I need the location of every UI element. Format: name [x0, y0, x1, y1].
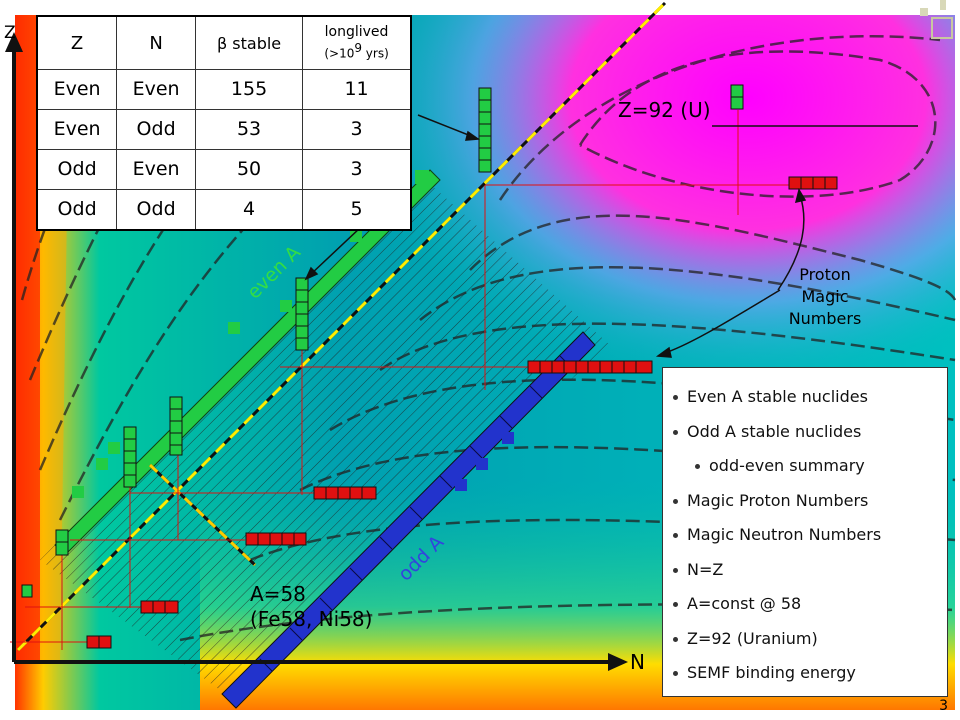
- longlived-threshold-prefix: (>10: [324, 46, 355, 61]
- bullet-icon: [673, 636, 678, 642]
- a58-label: A=58 (Fe58, Ni58): [250, 582, 372, 632]
- table-cell-z: Even: [36, 69, 118, 110]
- table-cell-n: Even: [116, 148, 197, 190]
- table-header-n: N: [116, 15, 197, 70]
- z-axis-label: Z: [4, 23, 16, 43]
- table-header-row: Z N β stable longlived (>109 yrs): [36, 15, 412, 70]
- table-row: Odd Odd 4 5: [36, 188, 412, 231]
- guide-lines: [10, 110, 790, 650]
- menu-item-magic-neutron[interactable]: Magic Neutron Numbers: [673, 518, 947, 553]
- menu-item-label: Magic Proton Numbers: [687, 490, 869, 510]
- a58-label-line1: A=58: [250, 582, 306, 606]
- menu-item-uranium[interactable]: Z=92 (Uranium): [673, 622, 947, 657]
- menu-item-semf[interactable]: SEMF binding energy: [673, 656, 947, 691]
- bullet-icon: [673, 533, 678, 538]
- table-cell-stable: 4: [195, 188, 304, 231]
- longlived-label: longlived: [324, 24, 389, 41]
- table-cell-stable: 155: [195, 69, 304, 110]
- bullet-icon: [695, 464, 700, 469]
- nz-line: [16, 1, 667, 652]
- table-row: Even Even 155 11: [36, 69, 412, 110]
- menu-item-odd-a[interactable]: Odd A stable nuclides: [673, 415, 947, 450]
- menu-item-label: odd-even summary: [709, 456, 865, 475]
- axes: [5, 32, 628, 671]
- menu-item-label: A=const @ 58: [687, 594, 802, 613]
- odd-even-summary-table: Z N β stable longlived (>109 yrs) Even Ev…: [36, 15, 412, 231]
- menu-item-magic-proton[interactable]: Magic Proton Numbers: [673, 484, 947, 519]
- a58-label-line2: (Fe58, Ni58): [250, 607, 373, 631]
- uranium-label: Z=92 (U): [618, 98, 711, 122]
- table-row: Even Odd 53 3: [36, 108, 412, 150]
- table-cell-longlived: 3: [302, 108, 412, 150]
- proton-magic-line: Magic: [801, 287, 849, 306]
- table-row: Odd Even 50 3: [36, 148, 412, 190]
- table-cell-n: Odd: [116, 108, 197, 150]
- longlived-threshold-suffix: yrs): [361, 46, 389, 61]
- table-cell-longlived: 11: [302, 69, 412, 110]
- bullet-icon: [673, 671, 678, 676]
- menu-item-label: SEMF binding energy: [687, 663, 856, 682]
- table-cell-stable: 53: [195, 108, 304, 150]
- longlived-threshold-exponent: 9: [354, 41, 362, 56]
- proton-magic-line: Proton: [799, 265, 851, 284]
- table-cell-z: Odd: [36, 188, 118, 231]
- table-cell-stable: 50: [195, 148, 304, 190]
- menu-item-label: Z=92 (Uranium): [687, 628, 818, 648]
- menu-item-a-const-58[interactable]: A=const @ 58: [673, 587, 947, 622]
- corner-logo: [920, 0, 953, 39]
- page-number: 3: [939, 698, 948, 714]
- magic-proton-markers: [21, 84, 744, 598]
- menu-item-label: Magic Neutron Numbers: [687, 525, 882, 544]
- table-header-longlived: longlived (>109 yrs): [302, 15, 412, 70]
- table-header-beta-stable: β stable: [195, 15, 304, 70]
- a58-line: [148, 463, 257, 567]
- proton-magic-line: Numbers: [788, 309, 862, 328]
- table-cell-z: Odd: [36, 148, 118, 190]
- magic-neutron-markers: [86, 176, 838, 649]
- table-cell-n: Even: [116, 69, 197, 110]
- menu-item-n-equals-z[interactable]: N=Z: [673, 553, 947, 588]
- table-cell-longlived: 3: [302, 148, 412, 190]
- table-cell-z: Even: [36, 108, 118, 150]
- bullet-icon: [673, 498, 678, 504]
- menu-item-even-a[interactable]: Even A stable nuclides: [673, 380, 947, 415]
- bullet-icon: [673, 429, 678, 435]
- proton-magic-label: Proton Magic Numbers: [770, 264, 880, 330]
- beta-symbol: β: [216, 33, 228, 53]
- menu-item-odd-even-summary[interactable]: odd-even summary: [673, 449, 947, 484]
- topics-list: Even A stable nuclides Odd A stable nucl…: [662, 367, 948, 697]
- menu-item-label: N=Z: [687, 559, 724, 579]
- bullet-icon: [673, 602, 678, 607]
- topics-menu: Even A stable nuclides Odd A stable nucl…: [663, 368, 947, 691]
- table-cell-n: Odd: [116, 188, 197, 231]
- stable-label: stable: [232, 33, 282, 53]
- n-axis-label: N: [630, 650, 645, 674]
- table-cell-longlived: 5: [302, 188, 412, 231]
- stability-valley-hatch: [40, 175, 610, 690]
- menu-item-label: Odd A stable nuclides: [687, 421, 862, 441]
- bullet-icon: [673, 395, 678, 400]
- menu-item-label: Even A stable nuclides: [687, 387, 868, 406]
- table-header-z: Z: [36, 15, 118, 70]
- bullet-icon: [673, 567, 678, 573]
